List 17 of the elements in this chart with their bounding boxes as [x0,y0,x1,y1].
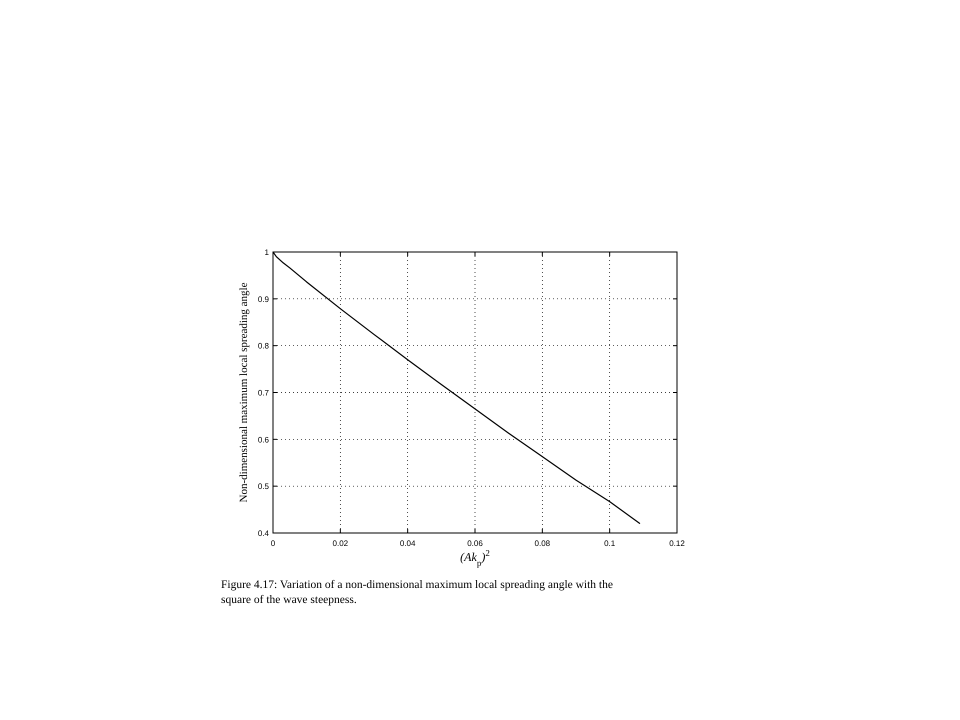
y-tick-label: 0.4 [258,529,270,538]
y-axis-title: Non-dimensional maximum local spreading angle [238,282,250,502]
x-tick-label: 0.08 [534,539,551,548]
y-tick-label: 0.7 [258,388,270,398]
x-tick-label: 0.12 [669,539,686,548]
x-axis-title: (Ak$_{p}$)$^{2}$ [460,548,490,568]
y-tick-label: 0.8 [258,342,270,351]
y-tick-label: 0.9 [258,294,270,304]
y-tick-label: 1 [264,248,270,257]
x-tick-label: 0.04 [400,539,416,548]
x-tick-label: 0.06 [467,539,484,548]
caption: Figure 4.17: Variation of a non-dimensional maximum local spreading angle with the square of the wave steepness. [221,579,613,606]
x-tick-label: 0.02 [332,539,349,548]
y-tick-label: 0.6 [258,435,270,444]
x-tick-label: 0.1 [604,539,616,548]
y-tick-label: 0.5 [258,482,270,492]
x-tick-label: 0 [270,539,276,548]
